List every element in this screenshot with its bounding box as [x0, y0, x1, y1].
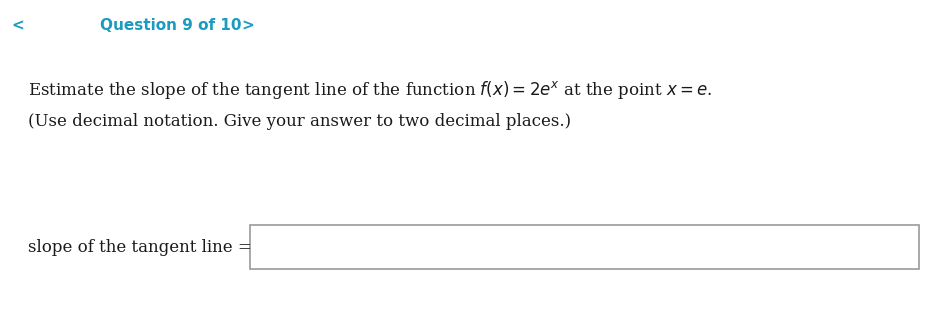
- Text: Estimate the slope of the tangent line of the function $f(x) = 2e^x$ at the poin: Estimate the slope of the tangent line o…: [28, 79, 712, 101]
- Text: (Use decimal notation. Give your answer to two decimal places.): (Use decimal notation. Give your answer …: [28, 113, 571, 130]
- Text: <: <: [11, 18, 25, 33]
- Text: >: >: [241, 18, 255, 33]
- FancyBboxPatch shape: [250, 225, 919, 269]
- Text: Question 9 of 10: Question 9 of 10: [100, 18, 241, 33]
- Text: slope of the tangent line =: slope of the tangent line =: [28, 239, 252, 256]
